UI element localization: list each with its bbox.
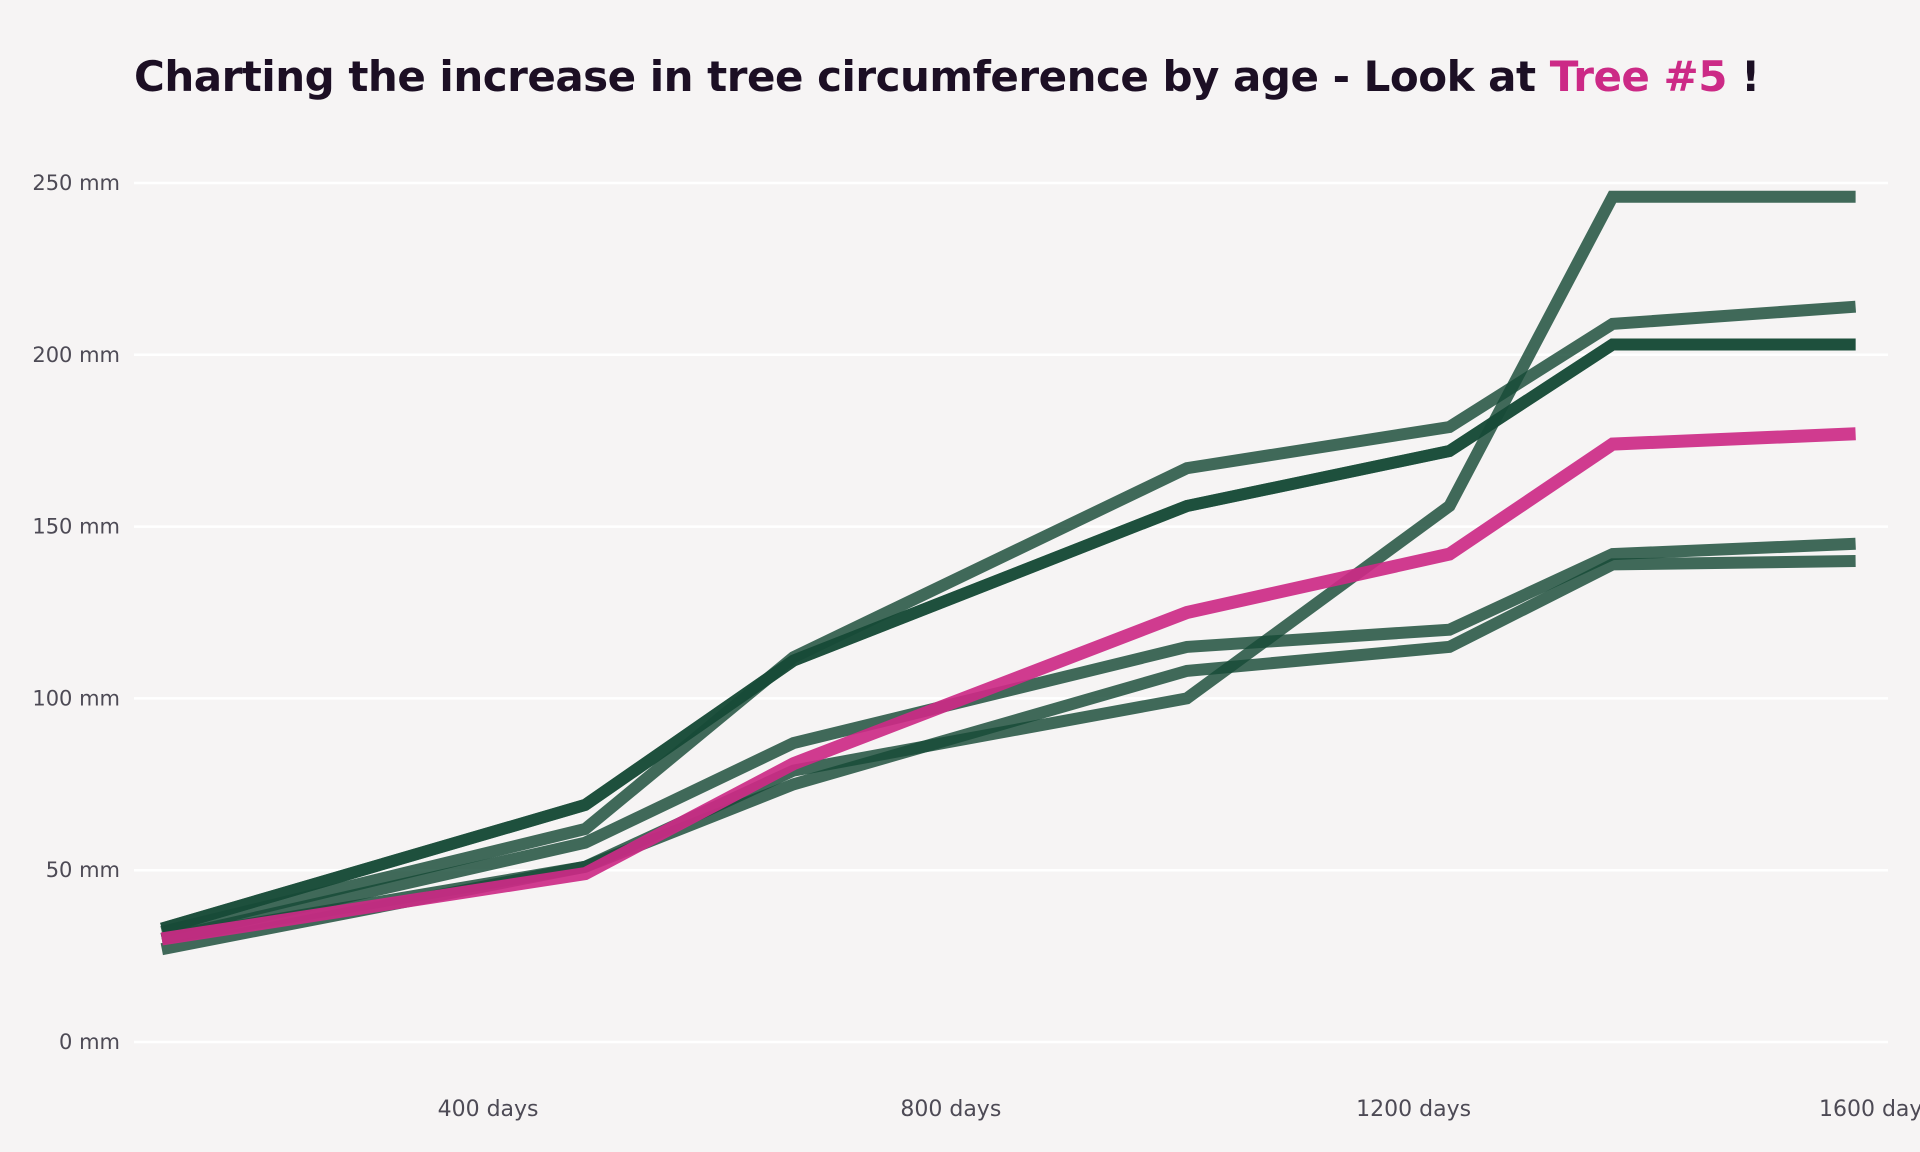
x-axis-ticks: 400 days 800 days 1200 days 1600 days bbox=[438, 1097, 1920, 1122]
y-tick-label: 100 mm bbox=[32, 686, 120, 710]
series-line bbox=[160, 338, 1856, 935]
chart-title: Charting the increase in tree circumfere… bbox=[134, 52, 1760, 101]
chart-title-suffix: ! bbox=[1726, 52, 1760, 101]
x-tick-label: 400 days bbox=[438, 1097, 539, 1122]
y-tick-label: 200 mm bbox=[32, 343, 120, 367]
chart-title-prefix: Charting the increase in tree circumfere… bbox=[134, 52, 1550, 101]
y-axis-ticks: 0 mm 50 mm 100 mm 150 mm 200 mm 250 mm bbox=[32, 171, 120, 1054]
y-tick-label: 250 mm bbox=[32, 171, 120, 195]
y-tick-label: 50 mm bbox=[46, 858, 120, 882]
y-tick-label: 150 mm bbox=[32, 515, 120, 539]
x-tick-label: 1200 days bbox=[1356, 1097, 1471, 1122]
x-tick-label: 800 days bbox=[900, 1097, 1001, 1122]
series-line bbox=[160, 537, 1856, 945]
series-line bbox=[160, 338, 1856, 935]
gridlines bbox=[134, 181, 1888, 1044]
series-line bbox=[160, 300, 1857, 938]
x-tick-label: 1600 days bbox=[1819, 1097, 1920, 1122]
series-lines bbox=[160, 190, 1857, 956]
chart-title-highlight: Tree #5 bbox=[1549, 52, 1728, 101]
y-tick-label: 0 mm bbox=[59, 1030, 120, 1054]
series-line-highlight bbox=[160, 427, 1856, 946]
